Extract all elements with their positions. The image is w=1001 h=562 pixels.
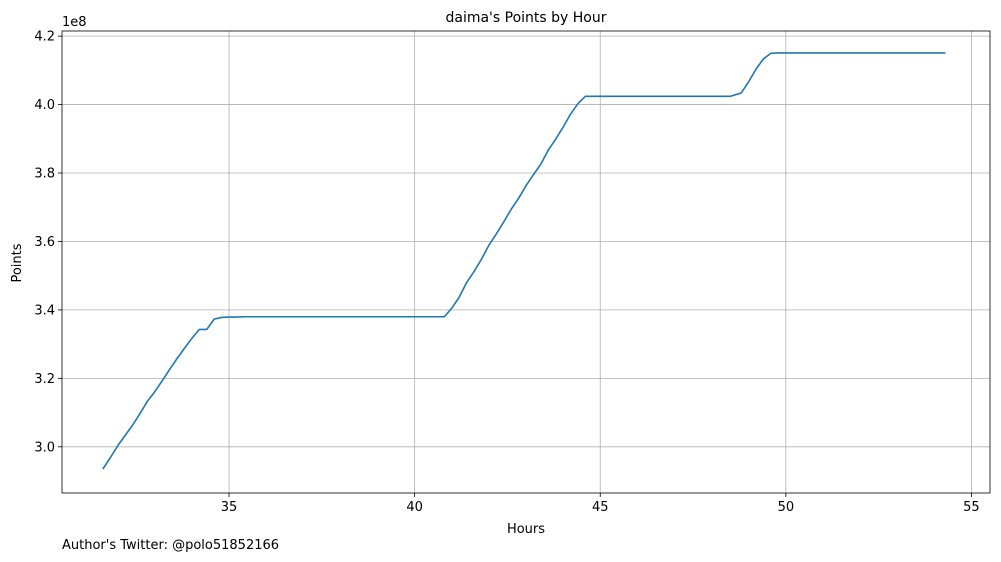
x-axis-label: Hours xyxy=(507,522,545,537)
x-tick-label: 40 xyxy=(406,500,423,515)
y-tick-label: 4.2 xyxy=(34,30,55,45)
y-tick-label: 3.4 xyxy=(34,303,55,318)
x-tick-label: 45 xyxy=(592,500,609,515)
plot-area-frame xyxy=(61,30,991,494)
y-tick-label: 3.0 xyxy=(34,440,55,455)
y-axis-label: Points xyxy=(10,243,25,282)
chart-title: daima's Points by Hour xyxy=(445,10,606,26)
x-tick-label: 35 xyxy=(221,500,238,515)
author-credit: Author's Twitter: @polo51852166 xyxy=(62,538,280,553)
y-offset-label: 1e8 xyxy=(62,15,87,30)
y-tick-label: 3.8 xyxy=(34,167,55,182)
series-layer xyxy=(102,52,946,470)
axis-ticks: 35 40 45 50 55 3.0 3.2 3.4 3.6 3.8 4.0 4.2 xyxy=(34,30,979,515)
y-tick-label: 3.6 xyxy=(34,235,55,250)
series-line xyxy=(102,52,946,470)
x-tick-label: 50 xyxy=(778,500,795,515)
y-tick-label: 3.2 xyxy=(34,372,55,387)
x-tick-label: 55 xyxy=(963,500,980,515)
grid-lines xyxy=(62,31,990,493)
y-tick-label: 4.0 xyxy=(34,98,55,113)
